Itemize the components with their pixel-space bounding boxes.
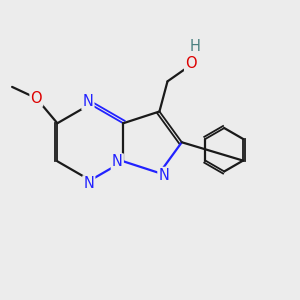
Text: O: O (185, 56, 197, 71)
Text: N: N (158, 168, 169, 183)
Text: N: N (83, 176, 94, 191)
Text: N: N (112, 154, 123, 169)
Text: H: H (190, 40, 200, 55)
Text: N: N (82, 94, 93, 110)
Text: O: O (31, 91, 42, 106)
